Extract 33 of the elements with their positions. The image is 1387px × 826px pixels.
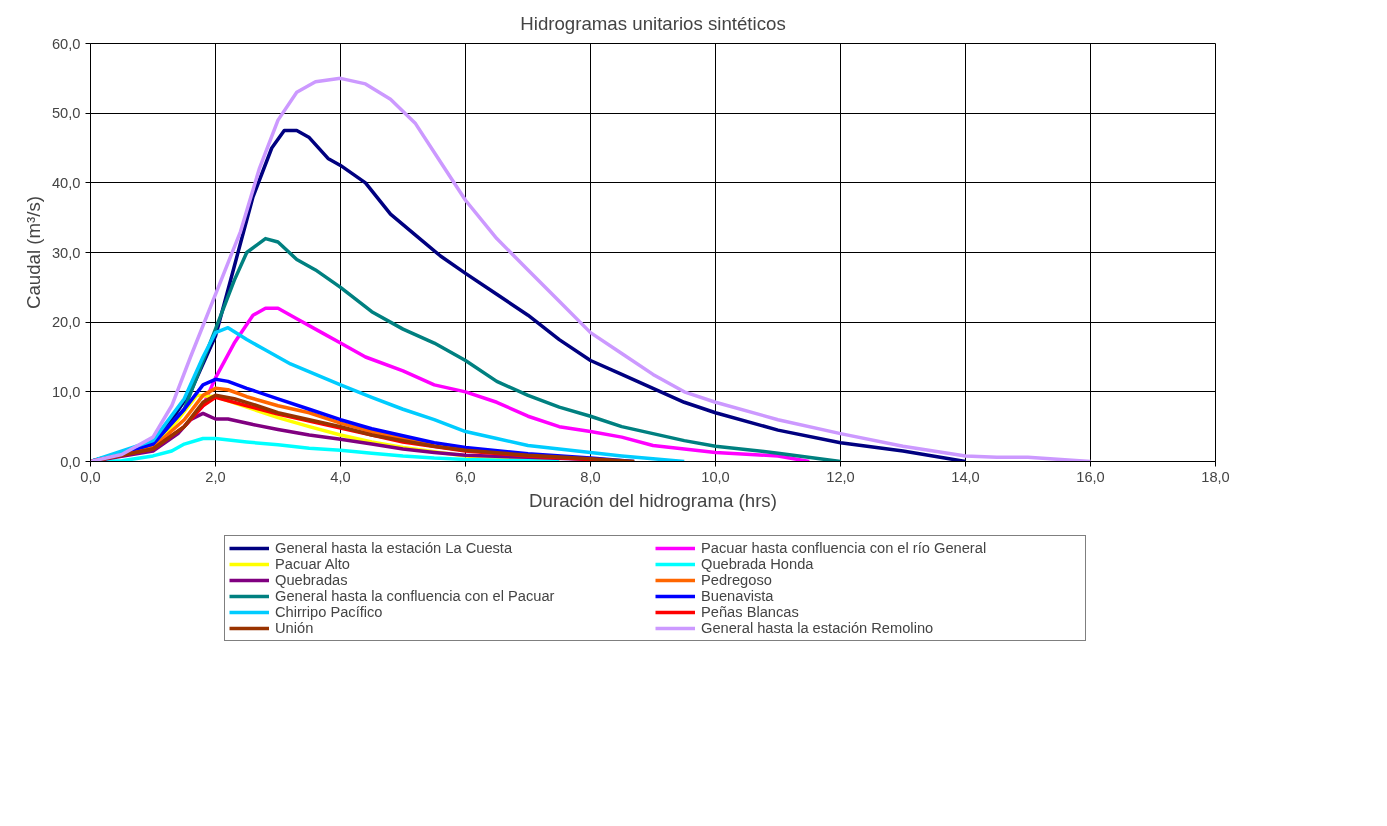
y-tick-label: 20,0: [51, 314, 81, 331]
x-tick-label: 18,0: [1201, 468, 1230, 485]
x-tick-label: 16,0: [1076, 468, 1105, 485]
x-tick-label: 4,0: [330, 468, 351, 485]
legend-label: Chirripo Pacífico: [275, 604, 384, 620]
legend-label: Pedregoso: [701, 572, 773, 588]
legend-label: Pacuar hasta confluencia con el río General: [701, 540, 988, 556]
legend-label: Pacuar Alto: [275, 556, 351, 572]
y-tick-label: 30,0: [51, 244, 81, 261]
x-tick-label: 6,0: [455, 468, 476, 485]
y-tick-label: 40,0: [51, 174, 81, 191]
y-tick-label: 60,0: [51, 35, 81, 52]
legend-label: Unión: [275, 620, 315, 636]
legend-label: General hasta la estación La Cuesta: [275, 540, 514, 556]
y-tick-label: 0,0: [60, 453, 81, 470]
legend-label: Quebradas: [275, 572, 349, 588]
x-tick-label: 10,0: [701, 468, 730, 485]
x-tick-label: 0,0: [80, 468, 101, 485]
legend-label: General hasta la estación Remolino: [701, 620, 935, 636]
x-tick-label: 2,0: [205, 468, 226, 485]
line-series: [90, 76, 1093, 462]
y-tick-label: 50,0: [51, 105, 81, 122]
x-tick-label: 12,0: [826, 468, 855, 485]
x-tick-label: 14,0: [951, 468, 980, 485]
y-tick-label: 10,0: [51, 383, 81, 400]
legend-label: Quebrada Honda: [701, 556, 815, 572]
x-tick-label: 8,0: [580, 468, 601, 485]
legend-label: Peñas Blancas: [701, 604, 800, 620]
x-axis-title: Duración del hidrograma (hrs): [529, 489, 777, 511]
y-axis-title: Caudal (m³/s): [22, 196, 44, 309]
chart-title: Hidrogramas unitarios sintéticos: [520, 12, 786, 34]
legend-label: General hasta la confluencia con el Pacuar: [275, 588, 556, 604]
legend-label: Buenavista: [701, 588, 775, 604]
